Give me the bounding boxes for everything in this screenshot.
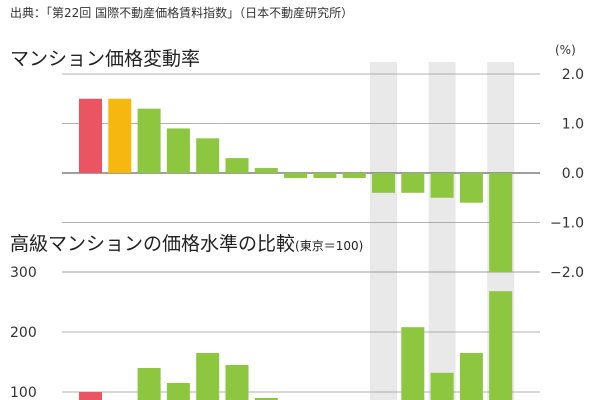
bar-price-change <box>313 173 337 178</box>
bar-price-level <box>430 372 454 400</box>
bar-price-change <box>196 138 220 173</box>
bar-price-change <box>166 128 190 173</box>
column-band <box>370 62 397 400</box>
chart-title-price-level-main: 高級マンションの価格水準の比較 <box>10 233 296 255</box>
bar-price-level <box>254 398 278 400</box>
bar-price-change <box>284 173 308 178</box>
y-tick-label-level: 100 <box>10 385 37 400</box>
chart-title-price-change: マンション価格変動率 <box>10 48 201 70</box>
bar-price-change <box>489 173 513 272</box>
bar-price-change <box>459 173 483 203</box>
bar-price-change <box>372 173 395 193</box>
chart-title-price-level: 高級マンションの価格水準の比較(東京＝100) <box>10 229 366 256</box>
chart-subtitle-tokyo-base: (東京＝100) <box>295 239 364 253</box>
y-unit-label: (%) <box>555 43 576 57</box>
y-tick-label-level: 300 <box>10 265 37 281</box>
bar-price-change <box>430 173 454 198</box>
bar-price-change <box>79 98 102 173</box>
bar-price-level <box>489 291 513 400</box>
bar-price-change <box>254 168 278 173</box>
bar-price-level <box>225 365 249 400</box>
y-tick-label-change: 0.0 <box>562 166 584 182</box>
y-tick-label-change: 1.0 <box>562 117 584 133</box>
bar-price-change <box>401 173 425 193</box>
bar-price-change <box>225 158 249 173</box>
y-tick-label-level: 200 <box>10 325 37 341</box>
bar-price-level <box>166 383 190 400</box>
y-tick-label-change: −1.0 <box>550 216 584 232</box>
column-band <box>428 62 456 400</box>
bar-price-level <box>137 368 161 400</box>
bar-price-change <box>342 173 366 178</box>
bar-price-level <box>196 353 220 400</box>
source-caption: 出典：「第22回 国際不動産価格賃料指数」（日本不動産研究所） <box>10 6 354 20</box>
y-tick-label-change: 2.0 <box>562 67 584 83</box>
bar-price-level <box>459 353 483 400</box>
y-tick-label-change: −2.0 <box>550 265 584 281</box>
bar-price-level <box>79 392 102 400</box>
bar-price-change <box>108 98 132 173</box>
bar-price-change <box>137 108 161 173</box>
bar-price-level <box>401 327 425 400</box>
